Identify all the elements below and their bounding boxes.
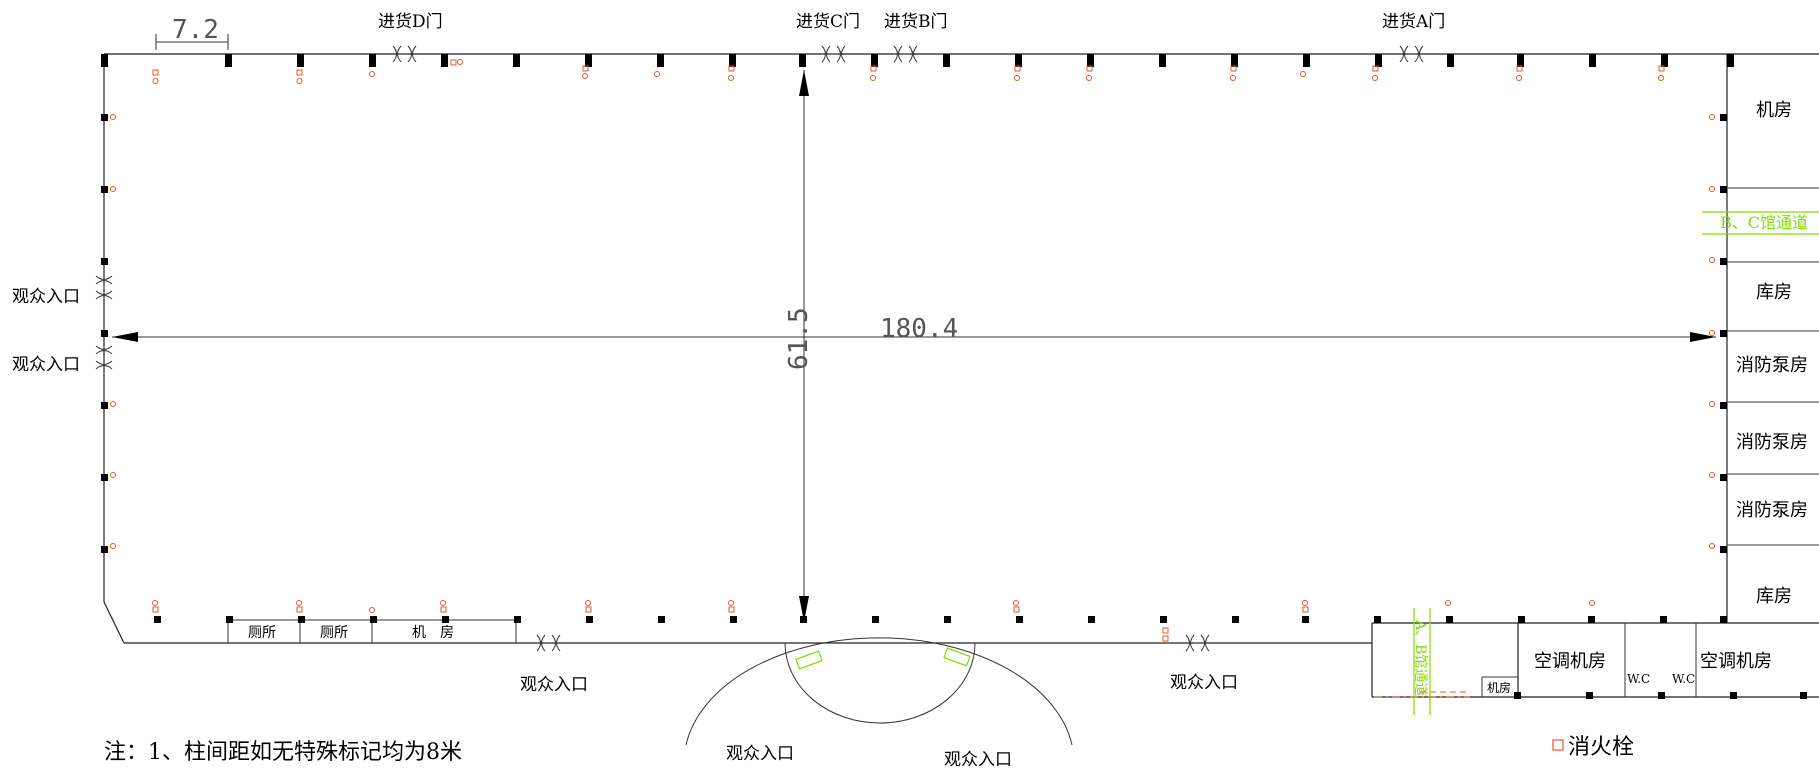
goods-door-a <box>1399 45 1424 63</box>
right-rooms <box>1481 187 1819 697</box>
fire-pump-room-1-label: 消防泵房 <box>1736 355 1808 376</box>
entrance-door-bottom-2 <box>1185 634 1210 652</box>
columns-left <box>101 114 108 553</box>
dimension-length <box>112 332 1716 342</box>
total-length-label: 180.4 <box>880 314 958 344</box>
columns-right <box>1720 114 1727 623</box>
columns-bottom <box>154 616 1807 699</box>
audience-entrance-left-2-label: 观众入口 <box>12 355 80 375</box>
entrance-door-left-1 <box>95 275 113 300</box>
dimension-bay <box>155 34 229 50</box>
hydrant-legend-symbol <box>1552 739 1564 751</box>
small-machine-room-label: 机房 <box>1487 680 1511 695</box>
storage-room-1-label: 库房 <box>1756 282 1792 303</box>
audience-entrance-left-1-label: 观众入口 <box>12 287 80 307</box>
fire-pump-room-2-label: 消防泵房 <box>1736 432 1808 453</box>
hall-walls <box>103 53 1819 698</box>
bc-corridor-marker <box>1702 211 1819 235</box>
bottom-machine-room-label: 机 房 <box>412 625 454 641</box>
note-column-spacing: 注：1、柱间距如无特殊标记均为8米 <box>104 740 462 765</box>
dimension-width <box>799 70 809 622</box>
ac-machine-room-1-label: 空调机房 <box>1534 651 1606 672</box>
wc-2-label: W.C <box>1672 672 1695 686</box>
columns-top <box>101 54 1734 67</box>
bc-corridor-label: B、C馆通道 <box>1720 213 1808 232</box>
entrance-arc <box>685 637 1073 746</box>
goods-door-c-label: 进货C门 <box>796 12 860 32</box>
ac-machine-room-2-label: 空调机房 <box>1700 651 1772 672</box>
goods-door-a-label: 进货A门 <box>1382 12 1445 32</box>
storage-room-2-label: 库房 <box>1756 586 1792 607</box>
bay-spacing-label: 7.2 <box>172 15 219 45</box>
goods-door-d-label: 进货D门 <box>378 12 443 32</box>
audience-entrance-bottom-2-label: 观众入口 <box>1170 673 1238 693</box>
wc-1-label: W.C <box>1627 672 1650 686</box>
fire-pump-room-3-label: 消防泵房 <box>1736 500 1808 521</box>
audience-entrance-arc-right-label: 观众入口 <box>944 750 1012 769</box>
hydrant-legend-label: 消火栓 <box>1568 735 1634 760</box>
audience-entrance-bottom-1-label: 观众入口 <box>520 675 588 695</box>
goods-door-b-label: 进货B门 <box>884 12 948 32</box>
goods-door-d <box>392 45 417 63</box>
ab-corridor-label: A、B馆通道 <box>1412 619 1428 696</box>
fire-equipment <box>110 59 1715 693</box>
audience-entrance-arc-left-label: 观众入口 <box>726 744 794 764</box>
total-width-label: 61.5 <box>784 307 814 370</box>
goods-door-c <box>821 45 846 63</box>
goods-door-b <box>893 45 918 63</box>
entrance-door-left-2 <box>95 345 113 370</box>
toilet-1-label: 厕所 <box>248 625 276 641</box>
machine-room-label: 机房 <box>1756 100 1792 121</box>
entrance-door-bottom-1 <box>536 634 561 652</box>
ab-corridor-marker <box>1374 608 1470 715</box>
toilet-2-label: 厕所 <box>320 625 348 641</box>
